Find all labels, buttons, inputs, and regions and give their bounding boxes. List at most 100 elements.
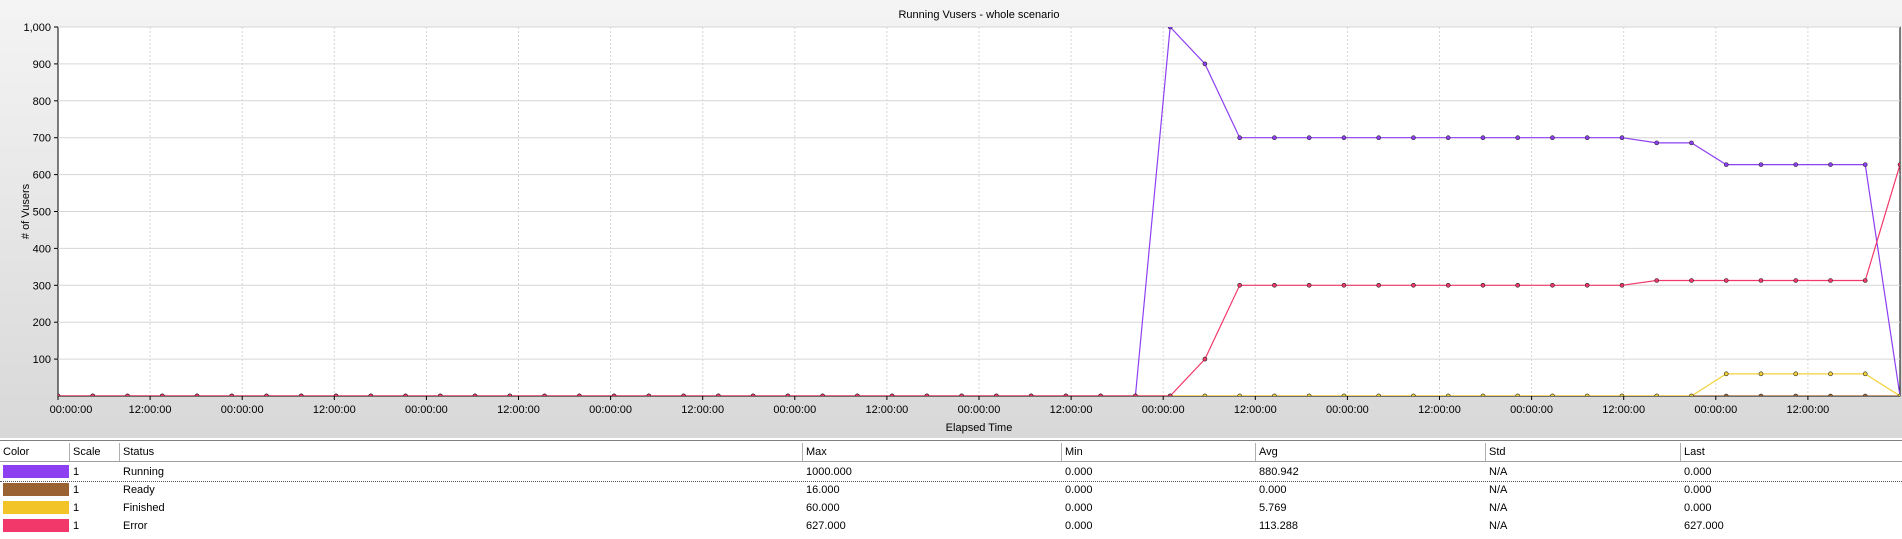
- series-line-running: [58, 27, 1900, 396]
- data-point: [1306, 135, 1312, 140]
- data-point: [1897, 393, 1900, 396]
- data-point: [125, 393, 130, 396]
- data-point: [750, 393, 756, 396]
- data-point: [1445, 282, 1451, 288]
- data-point: [1828, 278, 1833, 283]
- running-vusers-chart: Running Vusers - whole scenario 100 200 300…: [20, 9, 1901, 434]
- data-point: [959, 393, 964, 396]
- data-point: [1098, 393, 1103, 396]
- data-point: [1550, 282, 1555, 288]
- data-point: [1272, 282, 1277, 288]
- data-point: [1689, 393, 1694, 396]
- data-point: [1793, 162, 1799, 167]
- data-point: [1723, 162, 1729, 167]
- data-point: [1063, 393, 1069, 396]
- data-point: [403, 393, 408, 396]
- x-axis-label: Elapsed Time: [946, 422, 1013, 434]
- y-tick-label: 100: [33, 354, 51, 366]
- header-color[interactable]: Color: [0, 443, 70, 461]
- data-point: [1411, 135, 1416, 140]
- chart-area: Running Vusers - whole scenario 100 200 300…: [0, 0, 1902, 438]
- legend-avg-cell: 880.942: [1259, 466, 1299, 478]
- x-tick-label: 00:00:00: [1326, 404, 1369, 416]
- x-tick-label: 00:00:00: [1510, 404, 1553, 416]
- data-point: [924, 393, 930, 396]
- data-point: [1828, 371, 1833, 377]
- data-point: [1758, 393, 1764, 396]
- header-avg[interactable]: Avg: [1256, 443, 1486, 461]
- data-point: [507, 393, 513, 396]
- data-point: [58, 393, 61, 396]
- data-point: [1376, 282, 1381, 288]
- data-point: [90, 393, 96, 396]
- data-point: [1689, 278, 1694, 283]
- legend-max-cell: 60.000: [806, 502, 840, 514]
- data-point: [1828, 393, 1833, 396]
- data-point: [368, 393, 374, 396]
- data-point: [438, 393, 443, 396]
- legend-color-cell: [0, 517, 70, 535]
- legend-last-cell: 0.000: [1684, 466, 1712, 478]
- data-point: [1584, 135, 1590, 140]
- data-point: [1828, 162, 1833, 167]
- legend-status-cell: Ready: [123, 484, 155, 496]
- data-point: [889, 393, 895, 396]
- data-point: [1202, 393, 1208, 396]
- legend-row-ready[interactable]: 1 Ready 16.000 0.000 0.000 N/A 0.000: [0, 481, 1902, 499]
- header-min[interactable]: Min: [1062, 443, 1256, 461]
- legend-row-finished[interactable]: 1 Finished 60.000 0.000 5.769 N/A 0.000: [0, 499, 1902, 517]
- legend-avg-cell: 5.769: [1259, 502, 1287, 514]
- header-status[interactable]: Status: [120, 443, 803, 461]
- data-point: [1480, 135, 1486, 140]
- data-point: [716, 393, 721, 396]
- x-tick-label: 12:00:00: [681, 404, 724, 416]
- legend-row-running[interactable]: 1 Running 1000.000 0.000 880.942 N/A 0.000: [0, 463, 1902, 482]
- legend-min-cell: 0.000: [1065, 502, 1093, 514]
- y-tick-label: 600: [33, 170, 51, 182]
- legend-avg-cell: 0.000: [1259, 484, 1287, 496]
- header-max[interactable]: Max: [803, 443, 1062, 461]
- x-tick-label: 12:00:00: [497, 404, 540, 416]
- data-point: [1584, 282, 1590, 288]
- x-tick-label: 00:00:00: [1694, 404, 1737, 416]
- data-point: [298, 393, 304, 396]
- data-point: [333, 393, 339, 396]
- data-point: [1723, 393, 1729, 396]
- data-point: [1654, 278, 1660, 283]
- data-point: [1689, 140, 1694, 146]
- data-point: [1202, 356, 1208, 362]
- y-tick-label: 700: [33, 133, 51, 145]
- legend-status-cell: Finished: [123, 502, 165, 514]
- x-tick-label: 12:00:00: [1602, 404, 1645, 416]
- x-tick-label: 12:00:00: [129, 404, 172, 416]
- header-scale[interactable]: Scale: [70, 443, 120, 461]
- data-point: [1237, 393, 1242, 396]
- data-point: [1862, 162, 1868, 167]
- data-point: [1341, 135, 1347, 140]
- series-error: [58, 162, 1900, 396]
- data-point: [611, 393, 617, 396]
- x-tick-label: 00:00:00: [958, 404, 1001, 416]
- legend-avg-cell: 113.288: [1259, 520, 1298, 532]
- header-std[interactable]: Std: [1486, 443, 1681, 461]
- data-point: [1306, 393, 1312, 396]
- data-point: [264, 393, 269, 396]
- chart-title: Running Vusers - whole scenario: [898, 9, 1059, 21]
- legend-status-cell: Running: [123, 466, 164, 478]
- data-point: [1237, 135, 1242, 140]
- y-tick-label: 1,000: [23, 22, 51, 34]
- data-point: [1133, 393, 1138, 396]
- header-last[interactable]: Last: [1684, 446, 1705, 458]
- data-point: [1202, 61, 1208, 67]
- legend-row-error[interactable]: 1 Error 627.000 0.000 113.288 N/A 627.000: [0, 517, 1902, 535]
- data-point: [1445, 393, 1451, 396]
- data-point: [1306, 282, 1312, 288]
- data-point: [681, 393, 686, 396]
- legend-color-cell: [0, 481, 70, 499]
- color-swatch: [3, 501, 69, 514]
- data-point: [855, 393, 860, 396]
- data-point: [1793, 393, 1799, 396]
- data-point: [1515, 135, 1520, 140]
- color-swatch: [3, 519, 69, 532]
- data-point: [194, 393, 200, 396]
